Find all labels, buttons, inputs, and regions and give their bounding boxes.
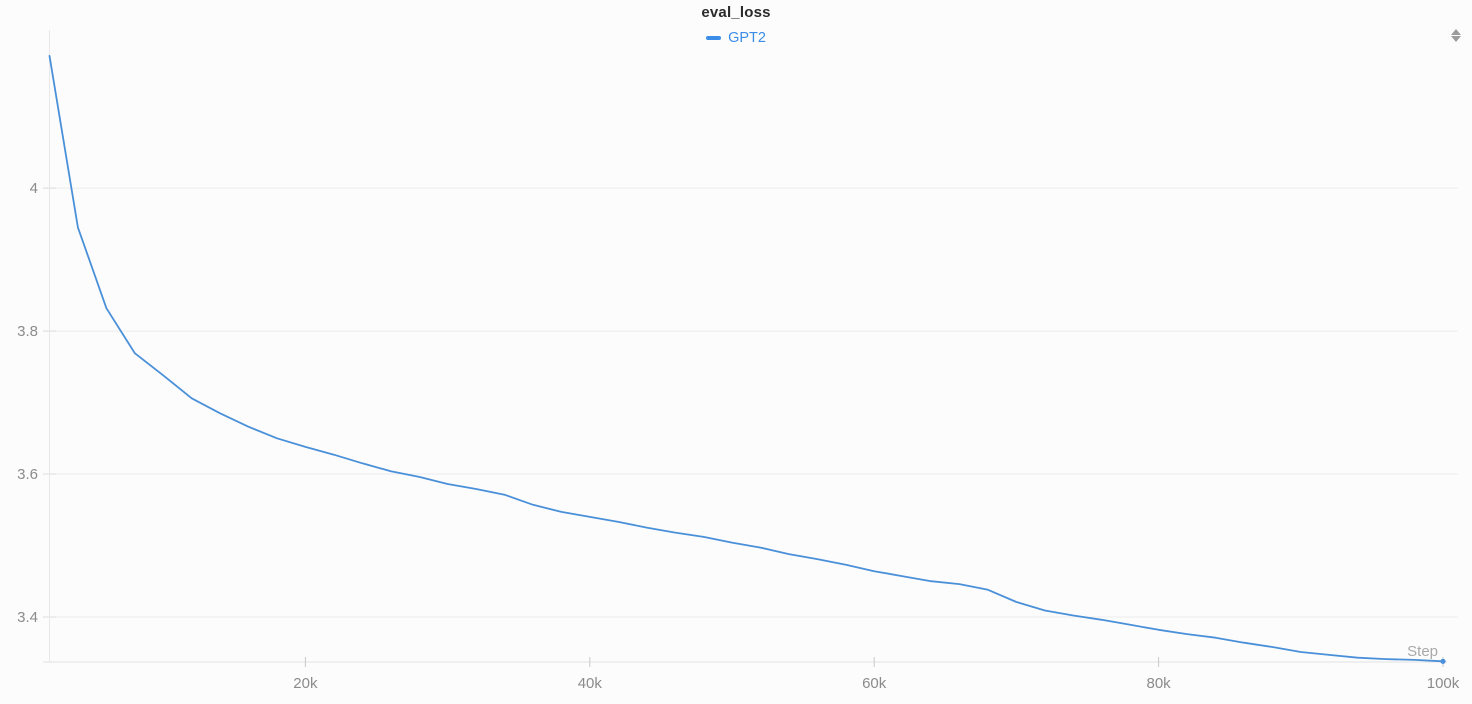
triangle-up-icon (1451, 29, 1461, 35)
chart-title: eval_loss (701, 4, 771, 21)
legend: GPT2 (0, 30, 1472, 46)
series-end-marker (1440, 658, 1446, 664)
panel-drag-handle-icon[interactable] (1448, 29, 1464, 42)
x-tick-label: 100k (1427, 675, 1460, 692)
x-tick-label: 40k (578, 675, 603, 692)
legend-label: GPT2 (728, 30, 766, 46)
x-axis-title: Step (1407, 643, 1438, 660)
x-tick-label: 80k (1147, 675, 1172, 692)
y-tick-label: 3.4 (17, 609, 38, 626)
x-tick-label: 20k (293, 675, 318, 692)
triangle-down-icon (1451, 36, 1461, 42)
series-line-gpt2 (48, 55, 1444, 663)
line-swatch-icon (706, 36, 722, 40)
legend-item-gpt2[interactable]: GPT2 (706, 30, 766, 46)
y-tick-label: 3.6 (17, 466, 38, 483)
x-tick-label: 60k (862, 675, 887, 692)
y-tick-label: 3.8 (17, 323, 38, 340)
y-tick-label: 4 (30, 180, 38, 197)
